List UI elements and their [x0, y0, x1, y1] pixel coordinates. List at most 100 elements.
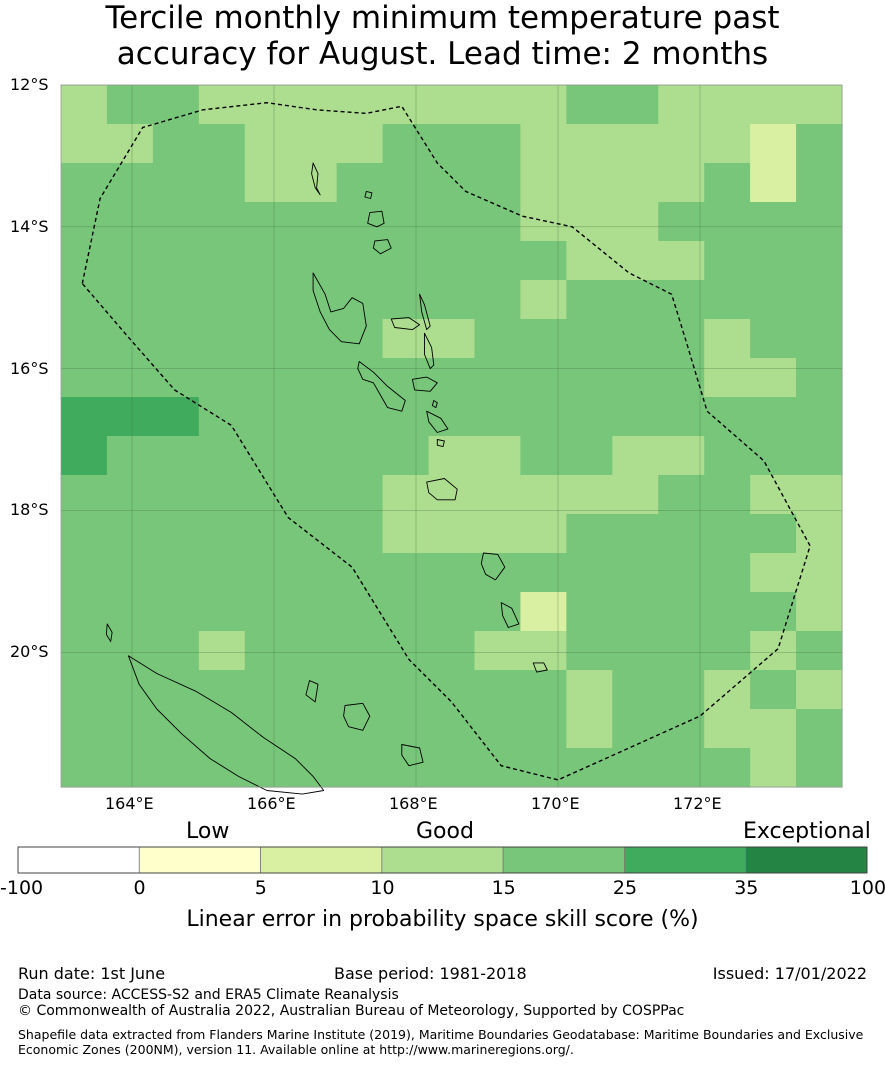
longitude-tick-label: 172°E	[673, 794, 722, 813]
grid-cell	[750, 319, 797, 359]
grid-cell	[244, 280, 292, 320]
island-outline	[312, 272, 367, 345]
grid-cell	[382, 709, 430, 749]
grid-cell	[198, 358, 246, 398]
grid-cell	[106, 592, 154, 632]
grid-cell	[61, 358, 108, 398]
grid-cell	[612, 475, 659, 515]
map-title: Tercile monthly minimum temperature past…	[0, 0, 885, 72]
grid-cell	[750, 748, 797, 788]
grid-cell	[290, 670, 338, 710]
grid-cell	[382, 670, 430, 710]
grid-cell	[750, 709, 797, 749]
island-outline	[426, 478, 458, 501]
grid-cell	[106, 670, 154, 710]
grid-cell	[198, 436, 246, 476]
grid-cell	[474, 748, 522, 788]
grid-cell	[704, 475, 751, 515]
grid-cell	[198, 241, 246, 281]
grid-cell	[244, 436, 292, 476]
grid-cell	[612, 319, 659, 359]
grid-cell	[61, 85, 108, 125]
grid-cell	[612, 241, 659, 281]
grid-cell	[244, 748, 292, 788]
grid-cell	[428, 748, 476, 788]
grid-cell	[612, 436, 659, 476]
copyright: © Commonwealth of Australia 2022, Austra…	[18, 1003, 685, 1019]
grid-cell	[428, 358, 476, 398]
grid-cell	[198, 592, 246, 632]
grid-cell	[796, 358, 843, 398]
grid-cell	[382, 280, 430, 320]
grid-cell	[750, 85, 797, 125]
grid-cell	[520, 124, 567, 164]
colorbar-tick: 25	[612, 877, 638, 899]
island-outline	[419, 293, 431, 331]
grid-cell	[704, 514, 751, 554]
grid-cell	[106, 553, 154, 593]
grid-cell	[382, 514, 430, 554]
colorbar-segment	[502, 846, 625, 874]
grid-cell	[290, 202, 338, 242]
grid-cell	[198, 475, 246, 515]
grid-cell	[612, 709, 659, 749]
grid-cell	[474, 124, 522, 164]
grid-cell	[290, 631, 338, 671]
grid-cell	[336, 319, 384, 359]
grid-cell	[796, 709, 843, 749]
island-outline	[305, 680, 319, 703]
grid-cell	[290, 709, 338, 749]
grid-cell	[796, 202, 843, 242]
grid-cell	[612, 280, 659, 320]
colorbar-tick: 0	[133, 877, 146, 899]
grid-cell	[106, 280, 154, 320]
grid-cell	[520, 514, 567, 554]
grid-cell	[612, 592, 659, 632]
grid-cell	[428, 592, 476, 632]
category-low: Low	[186, 819, 230, 844]
grid-cell	[106, 436, 154, 476]
grid-cell	[796, 280, 843, 320]
grid-cell	[566, 670, 613, 710]
grid-cell	[520, 202, 567, 242]
grid-cell	[658, 748, 705, 788]
colorbar-segment	[624, 846, 747, 874]
grid-cell	[244, 670, 292, 710]
island-outline	[364, 190, 373, 199]
grid-cell	[106, 748, 154, 788]
grid-cell	[566, 748, 613, 788]
map-figure	[17, 84, 868, 874]
grid-cell	[566, 514, 613, 554]
shapefile-credit-line-1: Shapefile data extracted from Flanders M…	[18, 1027, 864, 1042]
grid-cell	[704, 553, 751, 593]
grid-cell	[704, 202, 751, 242]
grid-cell	[474, 553, 522, 593]
grid-cell	[106, 397, 154, 437]
grid-cell	[520, 592, 567, 632]
grid-cell	[290, 358, 338, 398]
grid-cell	[658, 124, 705, 164]
grid-cell	[382, 436, 430, 476]
grid-cell	[152, 397, 200, 437]
grid-cell	[382, 202, 430, 242]
grid-cell	[336, 709, 384, 749]
grid-cell	[152, 514, 200, 554]
grid-cell	[796, 553, 843, 593]
grid-cell	[106, 709, 154, 749]
grid-cell	[244, 241, 292, 281]
grid-cell	[382, 241, 430, 281]
island-outline	[480, 552, 506, 581]
grid-cell	[244, 358, 292, 398]
grid-cell	[290, 397, 338, 437]
grid-cell	[428, 436, 476, 476]
grid-cell	[428, 319, 476, 359]
grid-cell	[244, 163, 292, 203]
grid-cell	[704, 670, 751, 710]
grid-cell	[658, 709, 705, 749]
grid-cell	[474, 475, 522, 515]
grid-cell	[520, 436, 567, 476]
grid-cell	[750, 514, 797, 554]
grid-cell	[428, 514, 476, 554]
grid-cell	[658, 592, 705, 632]
grid-cell	[658, 241, 705, 281]
